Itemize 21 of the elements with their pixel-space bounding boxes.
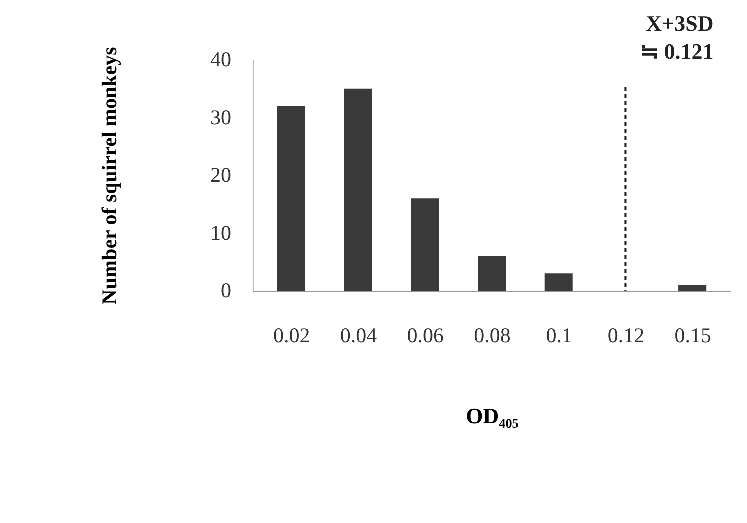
ref-line-label: X+3SD ≒ 0.121 bbox=[640, 11, 714, 64]
x-tick-label: 0.02 bbox=[274, 324, 310, 348]
y-tick-label: 30 bbox=[210, 105, 232, 130]
x-tick-label: 0.08 bbox=[474, 324, 511, 348]
bar bbox=[478, 256, 506, 291]
x-tick-label: 0.06 bbox=[407, 324, 444, 348]
x-tick-label: 0.04 bbox=[340, 324, 378, 348]
bar bbox=[277, 106, 306, 291]
x-tick-label: 0.1 bbox=[546, 324, 572, 348]
x-tick-label: 0.15 bbox=[674, 324, 712, 348]
y-tick-label: 20 bbox=[210, 163, 232, 187]
bar bbox=[344, 88, 372, 291]
bar bbox=[411, 198, 440, 291]
y-tick-label: 40 bbox=[210, 48, 232, 72]
x-tick-label: 0.12 bbox=[608, 324, 645, 348]
y-axis-title: Number of squirrel monkeys bbox=[98, 47, 122, 305]
x-axis-title: OD₄₀₅ bbox=[466, 404, 520, 428]
y-tick-label: 10 bbox=[210, 220, 232, 245]
y-tick-label: 0 bbox=[221, 278, 232, 302]
bar bbox=[678, 285, 707, 291]
bar bbox=[544, 274, 573, 291]
